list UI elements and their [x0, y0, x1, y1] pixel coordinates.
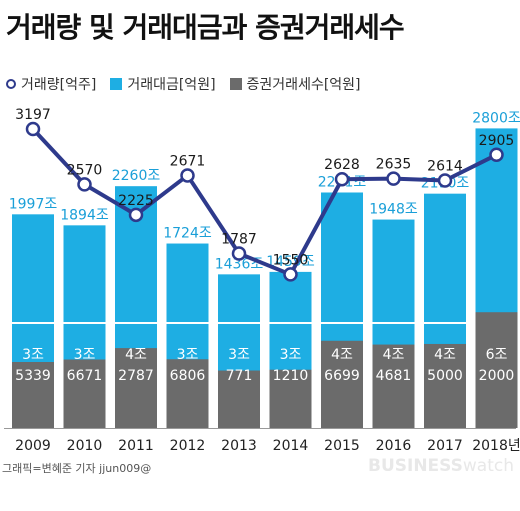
legend-circle-marker: [6, 79, 16, 89]
volume-point: [489, 147, 504, 163]
tax-bar: [372, 344, 415, 428]
tax-bar: [424, 343, 466, 428]
volume-value-label: 2635: [376, 157, 412, 173]
amount-value-label: 2260조: [112, 168, 161, 184]
legend: 거래량[억주] 거래대금[억원] 증권거래세수[억원]: [6, 73, 361, 95]
volume-point: [334, 171, 350, 187]
legend-swatch-amount: [110, 78, 123, 90]
tax-value-label-eok: 5000: [427, 368, 463, 384]
tax-value-label-eok: 1210: [273, 368, 309, 384]
volume-point: [77, 177, 92, 192]
tax-value-label-eok: 5339: [15, 368, 51, 384]
tax-value-label-eok: 2000: [479, 368, 515, 384]
tax-bar: [269, 369, 312, 428]
amount-value-label: 2800조: [472, 110, 520, 126]
tax-value-label-jo: 3조: [228, 347, 250, 363]
legend-label-tax: 증권거래세수[억원]: [246, 77, 361, 93]
tax-value-label-jo: 3조: [177, 347, 199, 363]
legend-swatch-tax: [229, 78, 242, 90]
volume-point: [283, 267, 298, 282]
volume-value-label: 2628: [324, 157, 360, 173]
volume-point: [180, 168, 195, 183]
tax-value-label-jo: 3조: [22, 347, 44, 363]
tax-value-label-jo: 3조: [280, 347, 302, 363]
tax-bar: [12, 362, 54, 428]
amount-value-label: 1894조: [60, 207, 109, 223]
tax-value-label-jo: 4조: [383, 347, 405, 363]
tax-bar: [218, 370, 260, 428]
volume-value-label: 3197: [15, 107, 51, 123]
volume-line: [31, 127, 498, 277]
tax-bar: [166, 359, 209, 428]
amount-value-label: 1997조: [9, 196, 58, 212]
x-tick-label: 2012: [170, 438, 206, 454]
brand-logo-bold: BUSINESS: [367, 456, 463, 476]
tax-bar: [321, 340, 363, 428]
legend-item-amount: 거래대금[억원]: [110, 74, 216, 94]
chart-title: 거래량 및 거래대금과 증권거래세수: [6, 11, 405, 44]
x-tick-label: 2016: [376, 438, 412, 454]
brand-logo: BUSINESSwatch: [368, 456, 514, 476]
brand-logo-light: watch: [462, 456, 514, 476]
volume-point: [128, 207, 144, 223]
x-tick-label: 2014: [273, 438, 309, 454]
tax-value-label-jo: 4조: [331, 347, 353, 363]
volume-value-label: 1787: [221, 232, 257, 248]
graphic-credit: 그래픽=변혜준 기자 jjun009@: [2, 462, 152, 475]
volume-value-label: 2671: [170, 153, 206, 169]
tax-value-label-jo: 3조: [74, 347, 96, 363]
amount-value-label: 1724조: [163, 226, 212, 242]
volume-value-label: 2905: [479, 133, 515, 149]
x-tick-label: 2010: [67, 438, 103, 454]
tax-bar: [63, 359, 106, 428]
tax-value-label-eok: 6699: [324, 368, 360, 384]
volume-point: [386, 171, 401, 186]
legend-label-amount: 거래대금[억원]: [127, 77, 216, 93]
volume-point: [437, 173, 453, 188]
tax-value-label-eok: 4681: [376, 368, 412, 384]
amount-value-label: 1948조: [369, 202, 418, 218]
volume-point: [231, 246, 247, 261]
x-tick-label: 2017: [427, 438, 463, 454]
tax-value-label-jo: 4조: [125, 347, 147, 363]
legend-item-volume: 거래량[억주]: [6, 74, 96, 94]
legend-label-volume: 거래량[억주]: [21, 77, 97, 93]
volume-value-label: 2614: [427, 158, 463, 174]
x-tick-label: 2009: [15, 438, 51, 454]
volume-value-label: 2570: [67, 162, 103, 178]
x-tick-label: 2018년: [472, 438, 520, 454]
tax-value-label-eok: 2787: [118, 368, 154, 384]
amount-value-label: 1459조: [266, 254, 315, 270]
volume-point: [25, 121, 41, 137]
tax-value-label-eok: 6806: [170, 368, 206, 384]
volume-value-label: 2225: [118, 193, 154, 209]
legend-item-tax: 증권거래세수[억원]: [229, 74, 361, 94]
volume-value-label: 1550: [273, 252, 309, 268]
tax-bar: [475, 312, 518, 428]
tax-bar: [115, 348, 157, 428]
x-tick-label: 2013: [221, 438, 257, 454]
tax-value-label-eok: 6671: [67, 368, 103, 384]
tax-value-label-jo: 4조: [434, 347, 456, 363]
tax-value-label-jo: 6조: [486, 347, 508, 363]
tax-value-label-eok: 771: [226, 368, 253, 384]
x-tick-label: 2011: [118, 438, 154, 454]
x-tick-label: 2015: [324, 438, 360, 454]
